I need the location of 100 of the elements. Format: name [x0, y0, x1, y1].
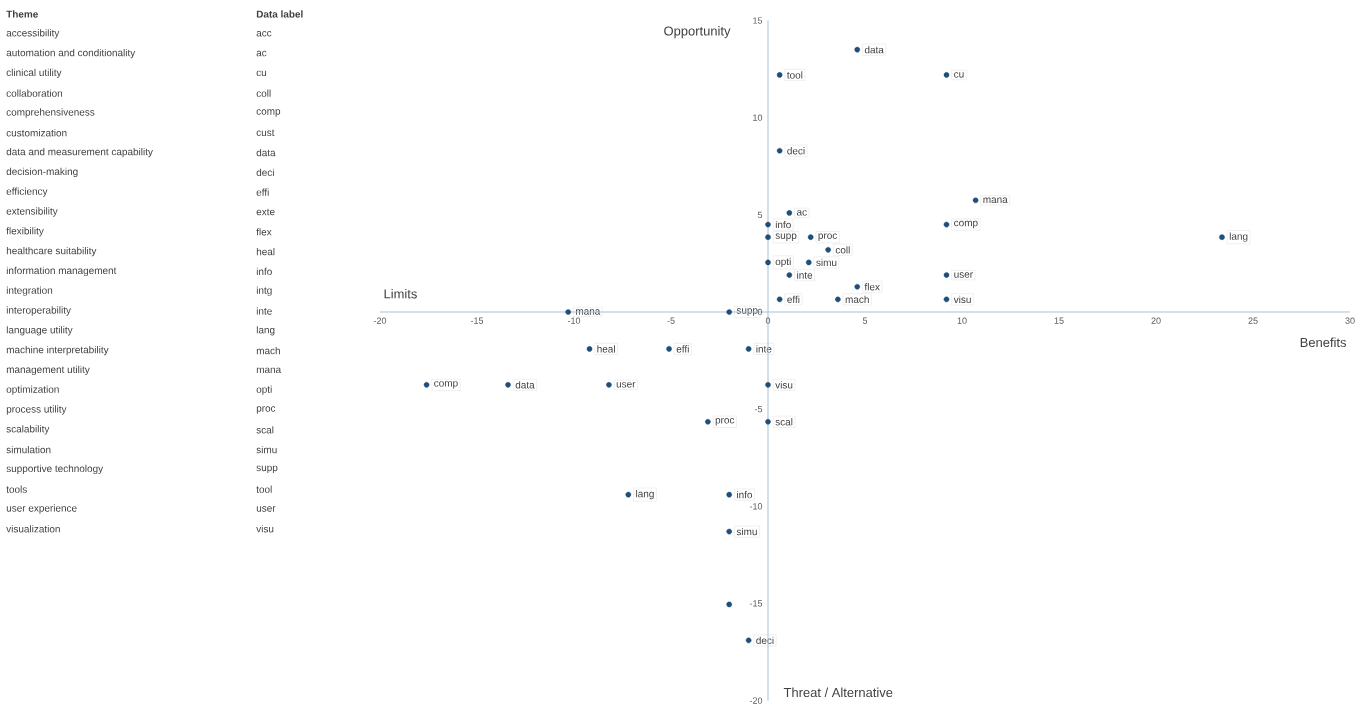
text: info: [256, 267, 272, 276]
text: intg: [256, 286, 272, 296]
y-tick-label: 15: [753, 17, 763, 24]
point: [786, 210, 793, 216]
point: [805, 259, 812, 266]
text: efficiency: [6, 187, 48, 197]
point: [1219, 234, 1225, 240]
point: [745, 346, 752, 352]
text: simu: [256, 445, 277, 454]
point: [423, 382, 430, 388]
text: effi: [256, 188, 269, 196]
point: [776, 296, 783, 303]
y-axis-title: Opportunity: [664, 26, 731, 39]
text: acc: [256, 31, 272, 37]
text: opti: [256, 385, 272, 395]
annotation: supp: [775, 233, 797, 241]
annotation: proc: [818, 233, 837, 241]
annotation: tool: [787, 71, 803, 79]
annotation: effi: [676, 345, 689, 353]
annotation: data: [864, 46, 884, 54]
text: user experience: [6, 504, 77, 514]
text: coll: [256, 89, 271, 97]
point: [565, 309, 571, 315]
point: [606, 382, 612, 388]
annotation: Limits: [384, 288, 417, 299]
text: simulation: [6, 445, 51, 454]
annotation: mach: [845, 295, 869, 304]
annotation: effi: [787, 295, 800, 304]
point: [776, 72, 783, 78]
text: cu: [256, 70, 267, 77]
text: mach: [256, 346, 280, 355]
annotation: user: [616, 382, 636, 388]
point: [854, 283, 861, 290]
annotation: flex: [864, 283, 880, 291]
text: comp: [256, 109, 281, 117]
annotation: info: [737, 490, 753, 499]
text: management utility: [6, 365, 90, 376]
point: [765, 259, 771, 266]
text: integration: [6, 286, 53, 296]
text: tools: [6, 485, 27, 493]
point: [586, 346, 593, 352]
text: cust: [256, 129, 275, 137]
text: proc: [256, 406, 276, 414]
text: deci: [256, 168, 274, 177]
point: [972, 197, 979, 204]
annotation: visu: [775, 381, 793, 389]
x-tick-label: 15: [1054, 317, 1064, 324]
y-tick-label: -20: [749, 697, 763, 704]
point: [943, 72, 950, 78]
text: accessibility: [6, 29, 60, 39]
point: [765, 382, 771, 388]
annotation: deci: [756, 636, 774, 645]
text: Data label: [256, 10, 303, 18]
point: [943, 296, 950, 303]
text: inte: [256, 307, 272, 315]
y-tick-label: -15: [749, 600, 763, 607]
y-tick-label: 0: [757, 308, 763, 316]
point: [726, 309, 732, 315]
point: [854, 46, 861, 53]
text: mana: [256, 367, 282, 374]
x-tick-label: -10: [567, 317, 581, 324]
text: optimization: [6, 385, 59, 395]
y-tick-label: -5: [754, 406, 763, 413]
text: automation and conditionality: [6, 48, 136, 59]
x-tick-label: -5: [667, 317, 675, 324]
annotation: coll: [835, 246, 850, 254]
annotation: simu: [816, 258, 837, 267]
text: visu: [256, 525, 274, 533]
y-tick-label: 10: [753, 114, 763, 121]
point: [726, 491, 732, 498]
text: exte: [256, 208, 275, 216]
text: language utility: [6, 326, 73, 336]
annotation: deci: [787, 147, 805, 155]
annotation: mana: [576, 309, 601, 315]
text: extensibility: [6, 207, 58, 217]
annotation: supp: [736, 308, 758, 316]
text: machine interpretability: [6, 345, 109, 356]
text: flexibility: [6, 227, 44, 237]
annotation: visu: [953, 295, 971, 304]
point: [835, 296, 841, 303]
text: information management: [6, 266, 117, 277]
text: healthcare suitability: [6, 246, 97, 257]
x-tick-label: -15: [470, 317, 484, 324]
x-tick-label: 5: [862, 317, 868, 324]
annotation: user: [954, 272, 973, 278]
point: [705, 418, 711, 425]
annotation: scal: [775, 418, 793, 426]
x-tick-label: -20: [373, 317, 387, 324]
x-tick-label: 20: [1151, 317, 1161, 324]
text: interoperability: [6, 306, 71, 316]
annotation: comp: [434, 381, 458, 389]
text: comprehensiveness: [6, 108, 95, 118]
text: data: [256, 148, 276, 157]
annotation: cu: [954, 72, 964, 78]
point: [807, 234, 814, 240]
annotation: proc: [715, 418, 735, 426]
annotation: info: [775, 220, 791, 229]
point: [943, 272, 950, 278]
annotation: comp: [954, 220, 978, 229]
annotation: inte: [797, 271, 813, 279]
